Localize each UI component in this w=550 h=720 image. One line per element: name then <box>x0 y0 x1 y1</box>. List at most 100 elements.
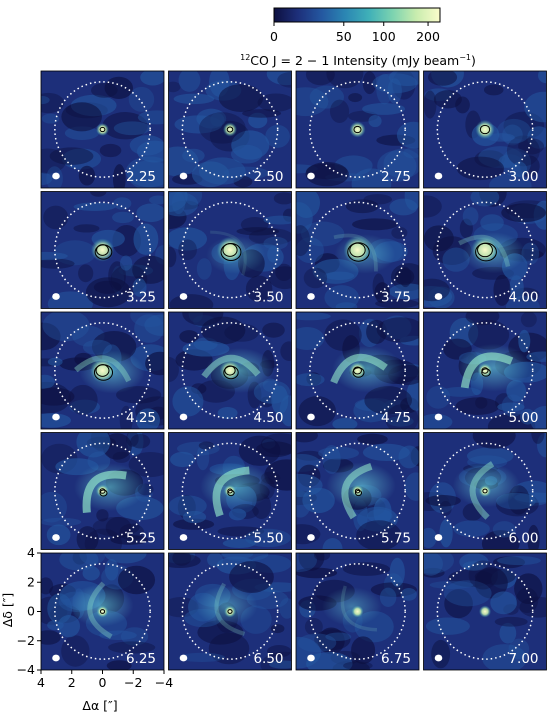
noise-blob <box>527 126 547 149</box>
noise-blob <box>41 491 67 523</box>
x-tick-label: −2 <box>124 675 142 690</box>
noise-blob <box>429 580 474 589</box>
noise-blob <box>178 239 197 261</box>
noise-blob <box>76 526 99 550</box>
channel-panel: 4.00 <box>423 191 547 309</box>
contour <box>352 367 365 378</box>
noise-blob <box>335 302 358 309</box>
noise-blob <box>304 617 323 636</box>
noise-blob <box>108 641 156 654</box>
noise-blob <box>468 560 498 590</box>
contour <box>99 126 106 133</box>
core-emission <box>96 605 109 618</box>
panel-image <box>41 312 164 429</box>
noise-blob <box>53 240 97 266</box>
contour <box>224 365 236 376</box>
emission-arc <box>212 466 250 517</box>
noise-blob <box>403 147 419 159</box>
noise-blob <box>41 374 55 389</box>
noise-blob <box>260 651 292 670</box>
noise-blob <box>41 148 67 174</box>
channel-panel: 5.00 <box>423 311 547 430</box>
noise-blob <box>303 267 328 289</box>
noise-blob <box>140 71 164 86</box>
beam-marker <box>179 172 188 180</box>
contour <box>227 488 233 494</box>
panel-frame <box>40 311 165 430</box>
noise-blob <box>326 71 364 89</box>
colorbar-label: 12CO J = 2 − 1 Intensity (mJy beam−1) <box>240 53 476 68</box>
beam-marker <box>307 293 315 300</box>
noise-blob <box>41 258 75 269</box>
noise-blob <box>483 84 504 96</box>
noise-blob <box>518 138 545 155</box>
noise-blob <box>298 553 325 571</box>
panel-image <box>423 312 547 429</box>
noise-blob <box>78 165 96 186</box>
noise-blob <box>119 405 133 429</box>
noise-blob <box>41 517 82 527</box>
noise-blob <box>309 85 345 109</box>
panel-velocity-label: 3.50 <box>253 290 283 306</box>
noise-blob <box>433 90 462 109</box>
noise-blob <box>322 538 343 550</box>
panel-image <box>423 191 547 309</box>
beam-marker <box>179 534 188 541</box>
panel-velocity-label: 3.75 <box>381 290 411 306</box>
panel-velocity-label: 3.00 <box>508 169 538 185</box>
reference-ring <box>181 201 279 299</box>
noise-blob <box>99 143 122 158</box>
panel-velocity-label: 4.75 <box>381 410 411 426</box>
noise-blob <box>168 146 199 177</box>
noise-blob <box>459 218 473 239</box>
noise-blob <box>41 92 65 114</box>
beam-marker <box>52 654 60 662</box>
panel-frame <box>423 552 547 671</box>
noise-blob <box>196 108 227 129</box>
noise-blob <box>518 329 531 353</box>
reference-ring <box>436 563 534 660</box>
noise-blob <box>269 660 292 669</box>
contour <box>94 244 113 260</box>
noise-blob <box>509 275 524 300</box>
core-emission <box>95 484 110 498</box>
contour <box>354 489 363 497</box>
noise-blob <box>296 636 321 669</box>
core-emission <box>216 236 244 264</box>
core-emission <box>223 484 237 498</box>
noise-blob <box>425 495 461 507</box>
noise-blob <box>133 223 159 255</box>
noise-blob <box>423 553 455 574</box>
panel-velocity-label: 5.00 <box>508 410 538 426</box>
noise-blob <box>104 76 134 99</box>
noise-blob <box>69 399 100 415</box>
reference-ring <box>181 322 279 419</box>
contour <box>481 368 491 377</box>
noise-blob <box>400 587 417 601</box>
noise-blob <box>342 562 391 576</box>
beam-marker <box>434 413 443 421</box>
noise-blob <box>496 556 541 566</box>
noise-blob <box>79 553 106 565</box>
reference-ring <box>436 322 534 419</box>
noise-blob <box>396 121 419 149</box>
noise-blob <box>137 110 164 125</box>
noise-blob <box>499 622 517 644</box>
noise-blob <box>184 191 203 206</box>
noise-blob <box>106 660 132 670</box>
noise-blob <box>61 102 102 132</box>
channel-panel: 5.50 <box>168 432 292 550</box>
beam-marker <box>52 413 60 421</box>
beam-marker <box>434 654 443 662</box>
core-emission <box>475 119 495 140</box>
noise-blob <box>113 121 151 136</box>
noise-blob <box>423 527 437 548</box>
noise-blob <box>277 72 292 88</box>
colorbar-tick-label: 0 <box>270 29 278 44</box>
noise-blob <box>41 251 68 261</box>
panel-image <box>168 191 292 309</box>
core-emission <box>477 363 493 378</box>
channel-panel: 3.50 <box>168 191 292 309</box>
noise-blob <box>314 553 331 561</box>
noise-blob <box>279 598 292 619</box>
